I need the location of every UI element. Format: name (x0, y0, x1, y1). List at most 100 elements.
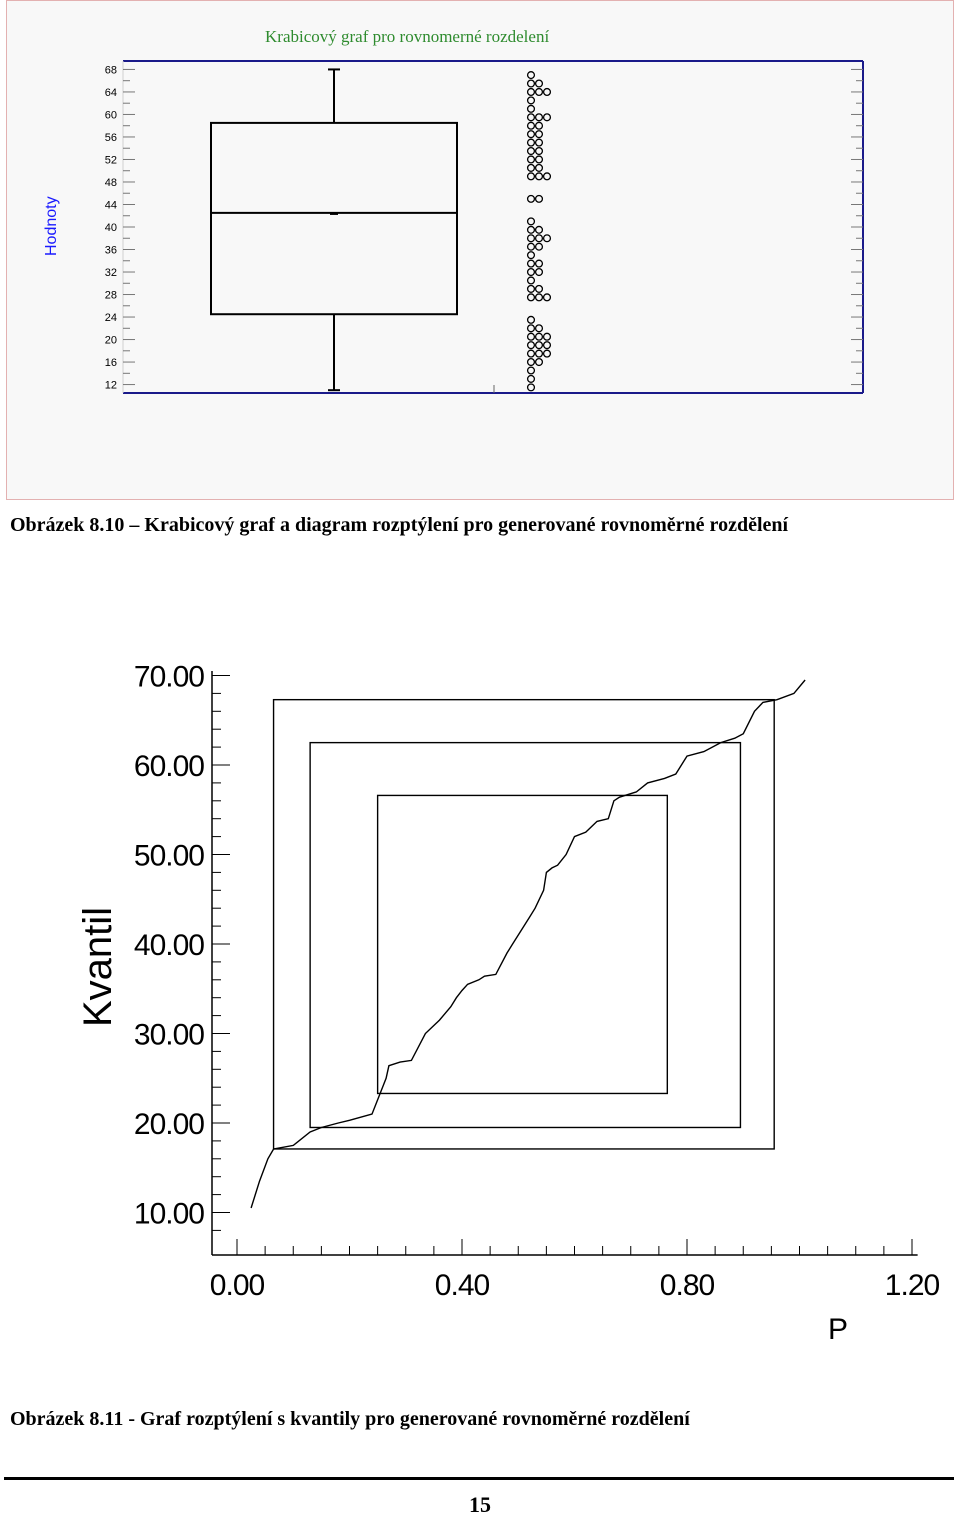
dot-point (534, 121, 544, 130)
quantile-x-tick-label: 0.80 (660, 1269, 715, 1302)
quantile-plot-svg: 10.00 20.00 30.00 40.00 50.00 60.00 70.00 0.00 0… (76, 661, 941, 1347)
dot-point (534, 225, 544, 234)
quantile-y-label: Kvantil (76, 907, 120, 1027)
dot-point (526, 315, 536, 324)
y-tick-label: 44 (105, 199, 117, 211)
dot-point (526, 172, 536, 181)
dot-point (526, 71, 536, 80)
dot-point (534, 234, 544, 243)
quantile-box-2 (309, 741, 742, 1129)
quantile-x-tick-label: 1.20 (885, 1269, 940, 1302)
quantile-y-tick-label: 20.00 (134, 1108, 204, 1141)
y-tick-label: 48 (105, 177, 117, 189)
dot-point (534, 284, 544, 293)
dot-point (534, 349, 544, 358)
dot-point (526, 242, 536, 251)
dot-point (526, 104, 536, 113)
dot-point (534, 138, 544, 147)
dot-point (542, 349, 552, 358)
dot-point (534, 358, 544, 367)
page-number: 15 (469, 1492, 491, 1517)
quantile-x-label: P (828, 1313, 848, 1346)
dot-point (542, 341, 552, 350)
dot-point (526, 87, 536, 96)
dot-point (526, 96, 536, 105)
dot-point (526, 341, 536, 350)
y-tick-label: 28 (105, 290, 117, 302)
figure-caption-8-11: Obrázek 8.11 - Graf rozptýlení s kvantil… (10, 1408, 690, 1430)
dot-point (534, 113, 544, 122)
dot-point (526, 349, 536, 358)
dot-point (526, 284, 536, 293)
y-tick-label: 56 (105, 132, 117, 144)
dot-point (526, 130, 536, 139)
dot-point (526, 138, 536, 147)
dot-point (534, 293, 544, 302)
dot-point (534, 79, 544, 88)
dot-point (526, 234, 536, 243)
dot-point (526, 324, 536, 333)
quantile-y-tick-label: 60.00 (134, 750, 204, 783)
y-tick-label: 32 (105, 267, 117, 279)
dot-point (542, 332, 552, 341)
dot-point (526, 374, 536, 383)
dot-point (534, 163, 544, 172)
dot-point (526, 276, 536, 285)
dot-point (542, 172, 552, 181)
quantile-x-tick-label: 0.00 (210, 1269, 265, 1302)
box-plot-figure: Krabicový graf pro rovnomerné rozdelení … (6, 0, 954, 500)
dot-point (534, 87, 544, 96)
dot-point (526, 293, 536, 302)
dot-point (526, 251, 536, 260)
box-iqr (210, 121, 458, 316)
dot-point (534, 324, 544, 333)
quantile-y-tick-label: 50.00 (134, 840, 204, 873)
quantile-y-tick-label: 70.00 (134, 661, 204, 694)
dot-point (526, 358, 536, 367)
dot-point (534, 267, 544, 277)
dot-point (526, 155, 536, 164)
y-tick-label: 40 (105, 222, 117, 234)
footer-rule (4, 1477, 954, 1480)
dot-point (534, 194, 544, 203)
dot-point (534, 172, 544, 181)
dot-point (526, 259, 536, 268)
dot-point (526, 225, 536, 234)
quantile-y-tick-label: 30.00 (134, 1019, 204, 1052)
dot-point (526, 121, 536, 130)
quantile-y-tick-label: 10.00 (134, 1198, 204, 1231)
dot-point (534, 332, 544, 341)
y-tick-label: 20 (105, 335, 117, 347)
dot-point (526, 194, 536, 203)
dot-point (526, 79, 536, 88)
y-tick-label: 12 (105, 380, 117, 392)
dot-point (526, 113, 536, 122)
dot-point (542, 113, 552, 122)
y-tick-label: 36 (105, 245, 117, 257)
dot-point (542, 293, 552, 302)
figure-caption-8-10: Obrázek 8.10 – Krabicový graf a diagram … (10, 514, 789, 536)
dot-point (542, 234, 552, 243)
y-tick-label: 16 (105, 357, 117, 369)
box-plot-title: Krabicový graf pro rovnomerné rozdelení (265, 27, 550, 46)
dot-point (526, 217, 536, 226)
quantile-curve (250, 679, 806, 1209)
y-tick-label: 64 (105, 87, 117, 99)
quantile-y-tick-label: 40.00 (134, 929, 204, 962)
dot-point (534, 341, 544, 350)
y-tick-label: 68 (105, 64, 117, 76)
dot-point (526, 146, 536, 156)
y-tick-label: 60 (105, 109, 117, 121)
dot-point (534, 146, 544, 156)
dot-point (526, 332, 536, 341)
dot-point (526, 267, 536, 277)
dot-point (534, 242, 544, 251)
y-tick-label: 52 (105, 154, 117, 166)
dot-point (534, 155, 544, 164)
box-plot-svg: 68 64 60 56 52 48 44 40 36 32 28 24 20 16 12 (105, 60, 864, 394)
quantile-box-3 (376, 794, 669, 1095)
dot-point (534, 130, 544, 139)
dot-point (526, 366, 536, 375)
y-tick-label: 24 (105, 312, 117, 324)
dot-point (534, 259, 544, 268)
